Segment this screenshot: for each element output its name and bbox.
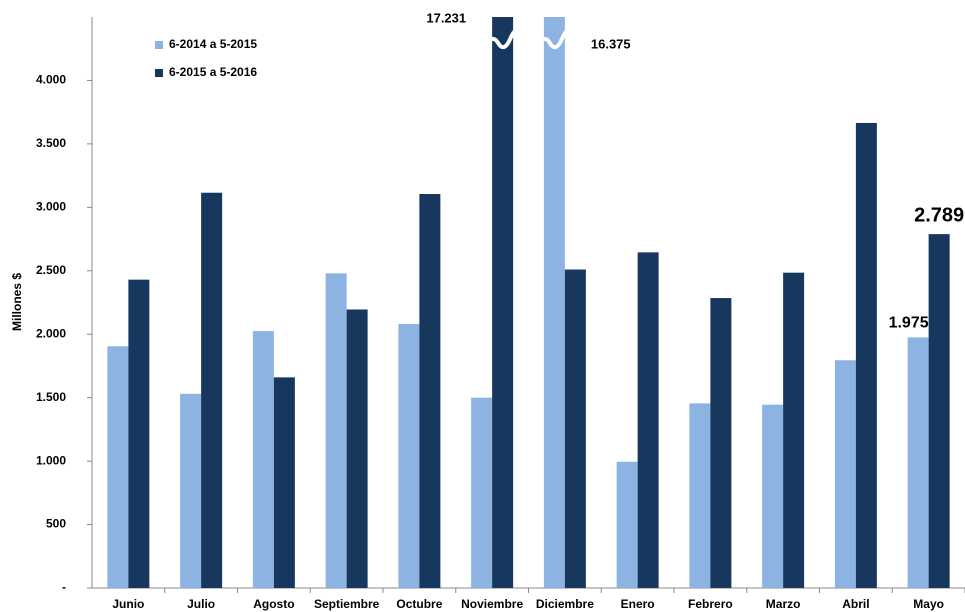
value-label: 1.975 bbox=[889, 315, 929, 332]
bar bbox=[834, 360, 856, 588]
bar bbox=[398, 324, 420, 588]
x-tick-label: Mayo bbox=[913, 597, 944, 611]
bar bbox=[252, 331, 274, 588]
y-tick-label: - bbox=[62, 580, 66, 594]
bar bbox=[201, 192, 223, 589]
bar bbox=[762, 404, 784, 588]
bar bbox=[273, 377, 295, 588]
x-tick-label: Septiembre bbox=[314, 597, 380, 611]
bar bbox=[564, 269, 586, 588]
y-tick-label: 2.500 bbox=[36, 263, 66, 277]
bar bbox=[419, 194, 441, 588]
y-tick-label: 2.000 bbox=[36, 326, 66, 340]
x-tick-label: Julio bbox=[187, 597, 215, 611]
bar bbox=[492, 17, 514, 588]
bar bbox=[128, 279, 150, 588]
x-tick-label: Marzo bbox=[766, 597, 801, 611]
bar bbox=[907, 337, 929, 588]
x-tick-label: Octubre bbox=[396, 597, 442, 611]
x-tick-label: Noviembre bbox=[461, 597, 523, 611]
y-tick-label: 3.000 bbox=[36, 200, 66, 214]
value-label: 2.789 bbox=[914, 204, 964, 226]
bar bbox=[783, 272, 805, 588]
y-tick-label: 1.500 bbox=[36, 390, 66, 404]
bar bbox=[637, 252, 659, 588]
bar bbox=[928, 234, 950, 589]
x-tick-label: Junio bbox=[112, 597, 144, 611]
bar bbox=[107, 346, 129, 588]
bar bbox=[346, 309, 368, 588]
bar bbox=[325, 273, 347, 588]
bar bbox=[855, 122, 877, 589]
y-tick-label: 3.500 bbox=[36, 136, 66, 150]
y-tick-label: 4.000 bbox=[36, 73, 66, 87]
x-tick-label: Abril bbox=[842, 597, 869, 611]
legend-swatch bbox=[155, 69, 163, 77]
x-tick-label: Enero bbox=[621, 597, 655, 611]
bar bbox=[180, 393, 202, 588]
value-label: 16.375 bbox=[591, 36, 631, 51]
y-tick-label: 1.000 bbox=[36, 453, 66, 467]
bar bbox=[471, 397, 493, 588]
axis-break bbox=[536, 28, 574, 50]
y-axis-label: Millones $ bbox=[10, 273, 24, 331]
bar bbox=[689, 403, 711, 588]
x-tick-label: Agosto bbox=[253, 597, 294, 611]
axis-break bbox=[484, 28, 522, 50]
bar bbox=[616, 461, 638, 588]
value-label: 17.231 bbox=[426, 10, 466, 25]
x-tick-label: Diciembre bbox=[536, 597, 594, 611]
y-tick-label: 500 bbox=[46, 517, 66, 531]
legend-label: 6-2015 a 5-2016 bbox=[169, 65, 257, 79]
legend-label: 6-2014 a 5-2015 bbox=[169, 37, 257, 51]
bar bbox=[710, 298, 732, 588]
legend-swatch bbox=[155, 41, 163, 49]
bar bbox=[543, 17, 565, 588]
x-tick-label: Febrero bbox=[688, 597, 733, 611]
